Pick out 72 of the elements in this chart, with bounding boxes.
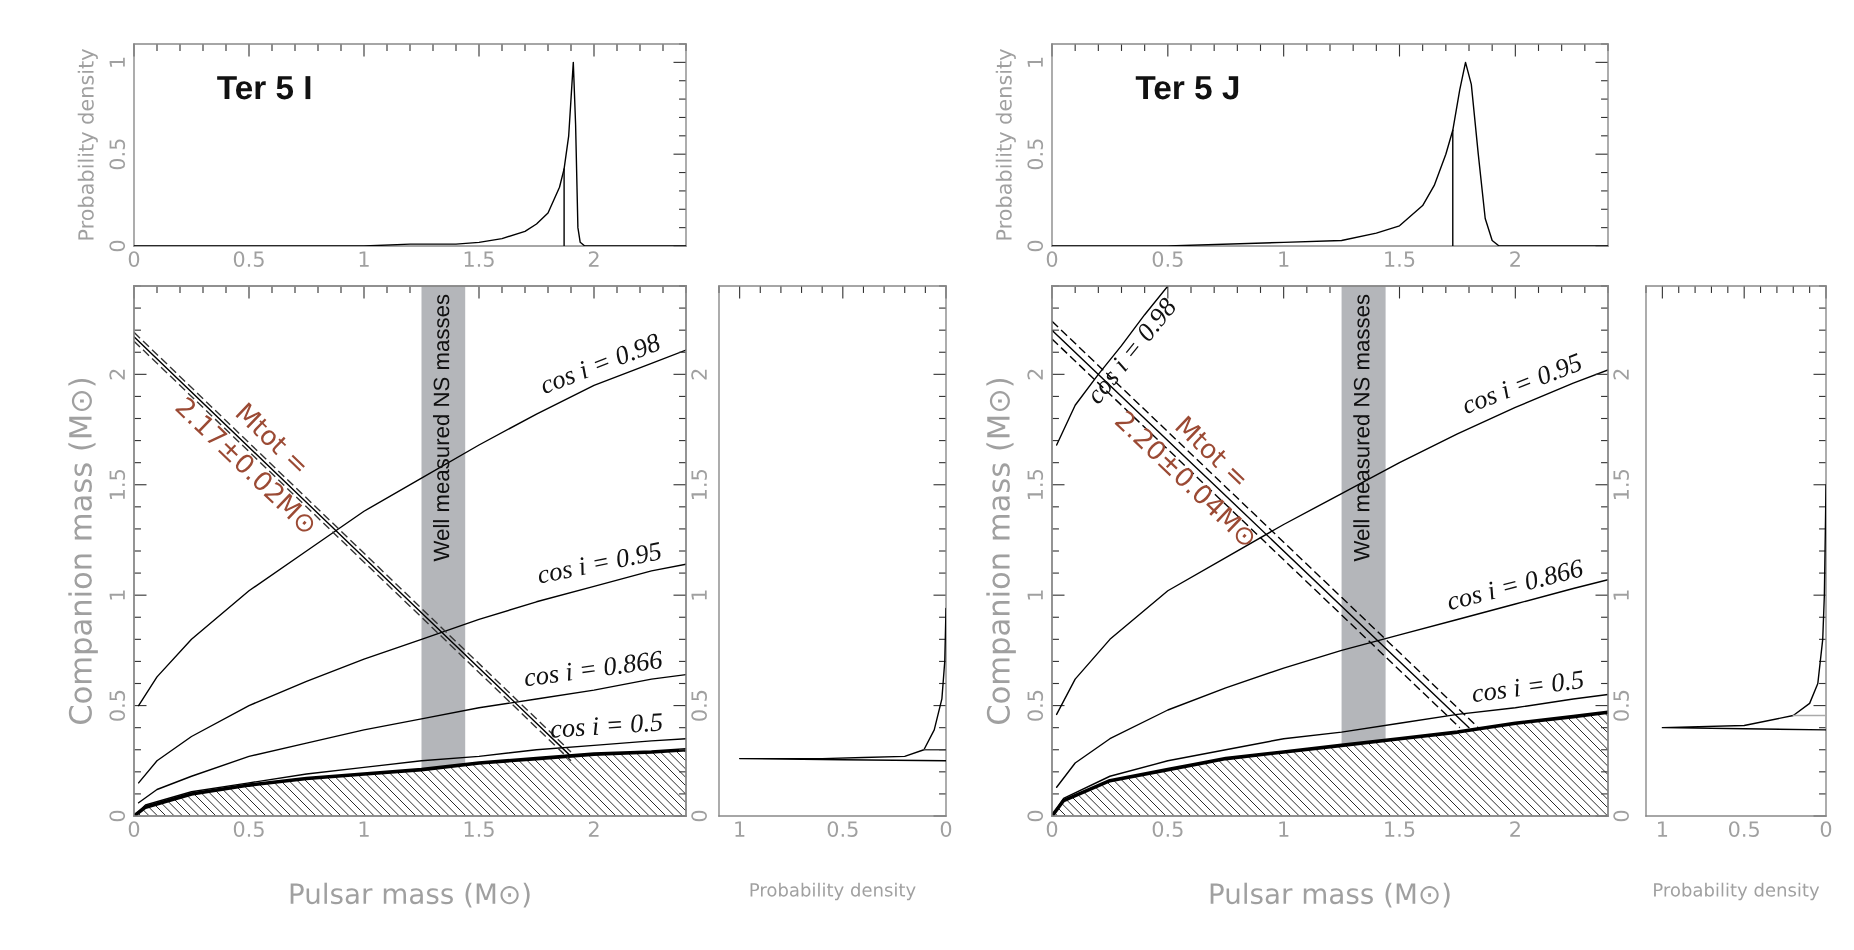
y-tick-label: 1: [1027, 590, 1043, 600]
y-tick-label: 2: [1027, 369, 1043, 380]
x-tick-label: 0: [1820, 821, 1832, 837]
y-tick-label: 1.5: [1027, 470, 1044, 500]
x-tick-label: 0.5: [1728, 821, 1759, 837]
y2-tick-label: 2: [1613, 369, 1629, 380]
y-tick-label: 1: [109, 590, 125, 600]
x-tick-label: 1: [1279, 821, 1289, 837]
text: cos i = 0.866: [1445, 558, 1585, 611]
y-tick-label: 0.5: [1027, 690, 1044, 721]
y2-tick-label: 1.5: [1613, 470, 1629, 500]
y2-tick-label: 1.5: [691, 470, 707, 500]
x-tick-label: 0: [128, 251, 140, 267]
x-tick-label: 1: [359, 821, 369, 837]
x-tick-label: 1: [1279, 251, 1289, 267]
x-tick-label: 2: [1510, 251, 1520, 267]
y-tick-label: 0: [109, 240, 126, 252]
y2-tick-label: 0.5: [1613, 690, 1629, 721]
x-tick-label: 1: [1658, 821, 1668, 837]
x-tick-label: 1.5: [464, 821, 494, 837]
x-tick-label: 2: [588, 251, 599, 267]
text: cos i = 0.5: [1471, 670, 1585, 703]
y-tick-label: 0.5: [1027, 139, 1044, 170]
text: cos i = 0.95: [1460, 352, 1584, 415]
x-tick-label: 0: [940, 821, 952, 837]
x-tick-label: 0.5: [233, 821, 264, 837]
x-tick-label: 1: [735, 821, 745, 837]
x-axis-title: Pulsar mass (M⊙): [290, 882, 530, 908]
y-axis-title: Companion mass (M⊙): [986, 378, 1016, 724]
x-axis-title: Pulsar mass (M⊙): [1210, 882, 1450, 908]
text: cos i = 0.95: [536, 541, 663, 584]
x-tick-label: 0: [1046, 821, 1058, 837]
y-tick-label: 2: [109, 369, 125, 380]
text: Ter 5 I: [217, 76, 311, 100]
x-tick-label: 2: [1510, 821, 1520, 837]
x-tick-label: 2: [588, 821, 599, 837]
y-tick-label: 1.5: [109, 470, 126, 500]
y-axis-title: Probability density: [77, 49, 98, 240]
y-tick-label: 0.5: [109, 690, 126, 721]
x-tick-label: 1.5: [464, 251, 494, 267]
x-tick-label: 0.5: [1152, 821, 1183, 837]
series-label: cos i = 0.5: [550, 712, 663, 739]
y2-tick-label: 1: [691, 590, 707, 600]
text: Ter 5 J: [1135, 76, 1239, 100]
x-tick-label: 1.5: [1385, 251, 1415, 267]
text: cos i = 0.98: [538, 332, 662, 395]
text: cos i = 0.98: [1085, 296, 1178, 406]
band-label: Well measured NS masses: [432, 294, 450, 562]
y-tick-label: 0: [1027, 810, 1044, 822]
x-tick-label: 0.5: [827, 821, 858, 837]
y2-tick-label: 2: [691, 369, 707, 380]
y-tick-label: 0: [109, 810, 126, 822]
y-tick-label: 0: [1027, 240, 1044, 252]
y2-tick-label: 0: [691, 810, 707, 822]
x-tick-label: 0.5: [1152, 251, 1183, 267]
text: cos i = 0.866: [523, 650, 664, 687]
y2-tick-label: 0.5: [691, 690, 707, 721]
x-tick-label: 1.5: [1385, 821, 1415, 837]
y2-tick-label: 0: [1613, 810, 1629, 822]
y-axis-title: Companion mass (M⊙): [68, 378, 98, 724]
band-label: Well measured NS masses: [1353, 294, 1370, 562]
y-tick-label: 1: [109, 57, 125, 67]
x-tick-label: 0: [1046, 251, 1058, 267]
y-axis-title: Probability density: [995, 49, 1016, 240]
y-tick-label: 1: [1027, 57, 1043, 67]
y2-tick-label: 1: [1613, 590, 1629, 600]
x-axis-title: Probability density: [750, 882, 916, 901]
x-tick-label: 0: [128, 821, 140, 837]
x-tick-label: 0.5: [233, 251, 264, 267]
y-tick-label: 0.5: [109, 139, 126, 170]
x-tick-label: 1: [359, 251, 369, 267]
x-axis-title: Probability density: [1654, 882, 1820, 901]
